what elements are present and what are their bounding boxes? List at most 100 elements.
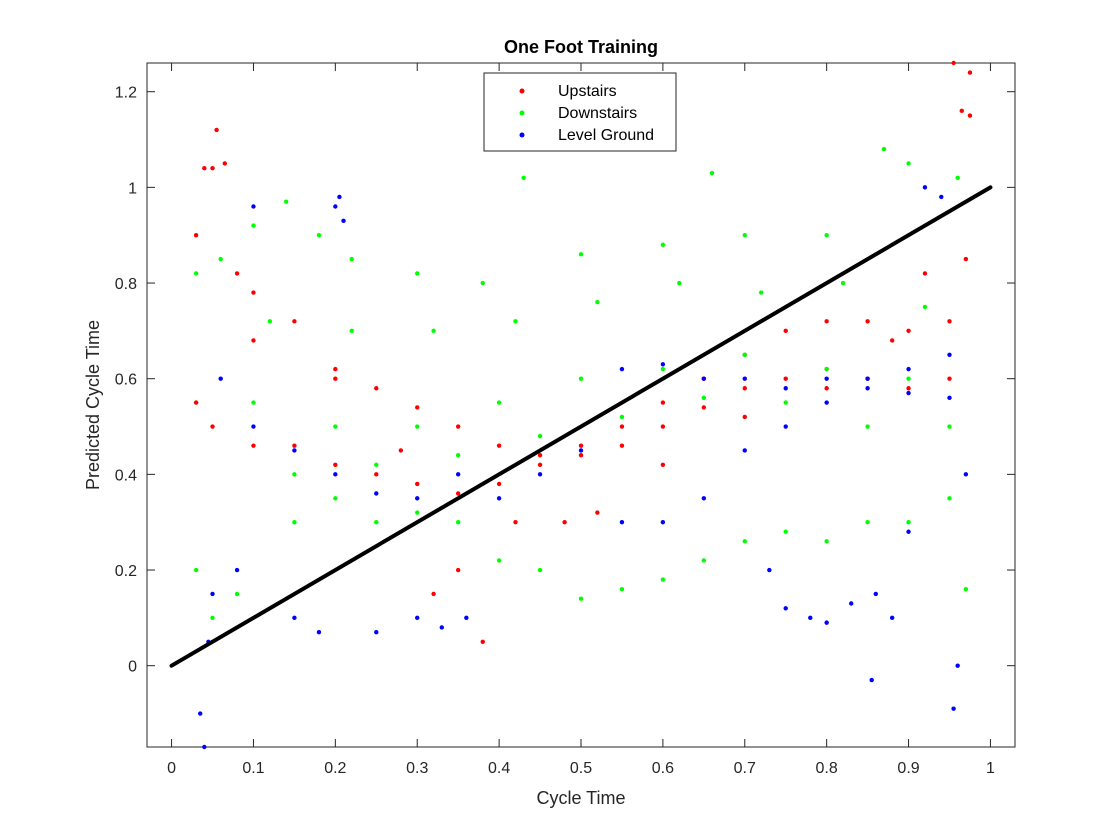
point-upstairs	[906, 386, 911, 391]
point-downstairs	[537, 433, 543, 439]
point-level-ground	[198, 711, 203, 716]
point-downstairs	[333, 496, 338, 501]
point-downstairs	[455, 519, 461, 525]
point-downstairs	[783, 400, 788, 405]
point-downstairs	[415, 271, 420, 276]
point-upstairs	[824, 319, 829, 324]
legend-label-upstairs: Upstairs	[558, 83, 617, 100]
legend-marker-level-ground	[519, 132, 525, 138]
point-downstairs	[210, 615, 215, 621]
point-upstairs	[947, 376, 952, 381]
point-upstairs	[513, 519, 518, 525]
point-downstairs	[234, 591, 240, 597]
legend-marker-upstairs	[519, 88, 525, 94]
point-upstairs	[431, 591, 436, 597]
point-downstairs	[349, 256, 354, 262]
point-level-ground	[865, 376, 870, 381]
reference-line-layer	[169, 185, 993, 668]
point-level-ground	[415, 615, 420, 621]
point-downstairs	[496, 400, 502, 405]
point-level-ground	[783, 424, 788, 429]
point-level-ground	[619, 519, 625, 525]
point-downstairs	[374, 519, 379, 525]
point-downstairs	[480, 280, 485, 286]
point-downstairs	[922, 304, 928, 310]
point-downstairs	[415, 510, 420, 515]
x-tick-label: 0.2	[324, 760, 346, 777]
point-downstairs	[619, 414, 625, 420]
point-downstairs	[496, 558, 502, 563]
point-downstairs	[578, 376, 584, 381]
point-level-ground	[742, 448, 747, 453]
y-axis-label: Predicted Cycle Time	[83, 320, 103, 490]
point-downstairs	[193, 271, 199, 276]
point-upstairs	[959, 108, 964, 114]
y-tick-label: 0.4	[115, 467, 137, 484]
point-upstairs	[701, 405, 707, 410]
point-upstairs	[222, 161, 227, 166]
point-upstairs	[193, 232, 199, 238]
point-level-ground	[865, 386, 870, 391]
point-downstairs	[284, 199, 289, 204]
point-downstairs	[783, 529, 788, 534]
y-axis-ticks: 0 0.2 0.4 0.6 0.8 1 1.2	[115, 85, 1015, 676]
point-upstairs	[210, 424, 215, 429]
x-tick-label: 0.7	[734, 760, 756, 777]
point-downstairs	[742, 539, 747, 544]
point-downstairs	[709, 170, 715, 176]
point-level-ground	[464, 615, 469, 621]
point-upstairs	[660, 424, 666, 429]
point-downstairs	[865, 424, 870, 429]
point-downstairs	[963, 586, 969, 592]
legend-box	[483, 72, 677, 152]
point-level-ground	[251, 424, 256, 429]
point-downstairs	[660, 366, 666, 372]
point-level-ground	[660, 362, 666, 367]
point-upstairs	[292, 319, 297, 324]
point-downstairs	[660, 242, 666, 247]
point-upstairs	[398, 448, 404, 453]
point-downstairs	[906, 376, 911, 381]
point-level-ground	[496, 496, 502, 501]
point-upstairs	[537, 453, 543, 458]
point-upstairs	[906, 328, 911, 334]
point-level-ground	[824, 400, 829, 405]
point-downstairs	[333, 424, 338, 429]
point-downstairs	[521, 175, 526, 180]
point-upstairs	[374, 386, 379, 391]
point-downstairs	[701, 395, 707, 401]
point-downstairs	[292, 472, 297, 477]
point-level-ground	[415, 496, 420, 501]
x-tick-label: 0.6	[652, 760, 674, 777]
point-upstairs	[292, 443, 297, 448]
point-level-ground	[767, 567, 772, 573]
point-upstairs	[951, 60, 956, 66]
point-downstairs	[595, 299, 600, 305]
point-level-ground	[333, 472, 338, 477]
reference-line	[169, 185, 993, 668]
point-downstairs	[349, 328, 354, 334]
point-downstairs	[947, 424, 952, 429]
point-level-ground	[947, 352, 952, 357]
point-downstairs	[513, 319, 518, 324]
point-upstairs	[251, 443, 256, 448]
point-downstairs	[537, 567, 543, 573]
point-level-ground	[701, 376, 707, 381]
point-downstairs	[415, 424, 420, 429]
point-level-ground	[783, 386, 788, 391]
point-downstairs	[906, 161, 911, 166]
plot-area	[146, 62, 1016, 748]
point-downstairs	[578, 596, 584, 601]
y-tick-label: 1	[128, 180, 137, 197]
point-level-ground	[783, 606, 788, 611]
point-level-ground	[439, 625, 444, 630]
legend-label-downstairs: Downstairs	[558, 105, 637, 122]
y-tick-label: 0	[128, 659, 137, 676]
point-downstairs	[218, 256, 223, 262]
point-level-ground	[955, 663, 960, 668]
point-upstairs	[742, 386, 747, 391]
point-level-ground	[849, 601, 854, 606]
point-downstairs	[316, 232, 322, 238]
point-level-ground	[963, 472, 969, 477]
point-level-ground	[341, 218, 346, 224]
